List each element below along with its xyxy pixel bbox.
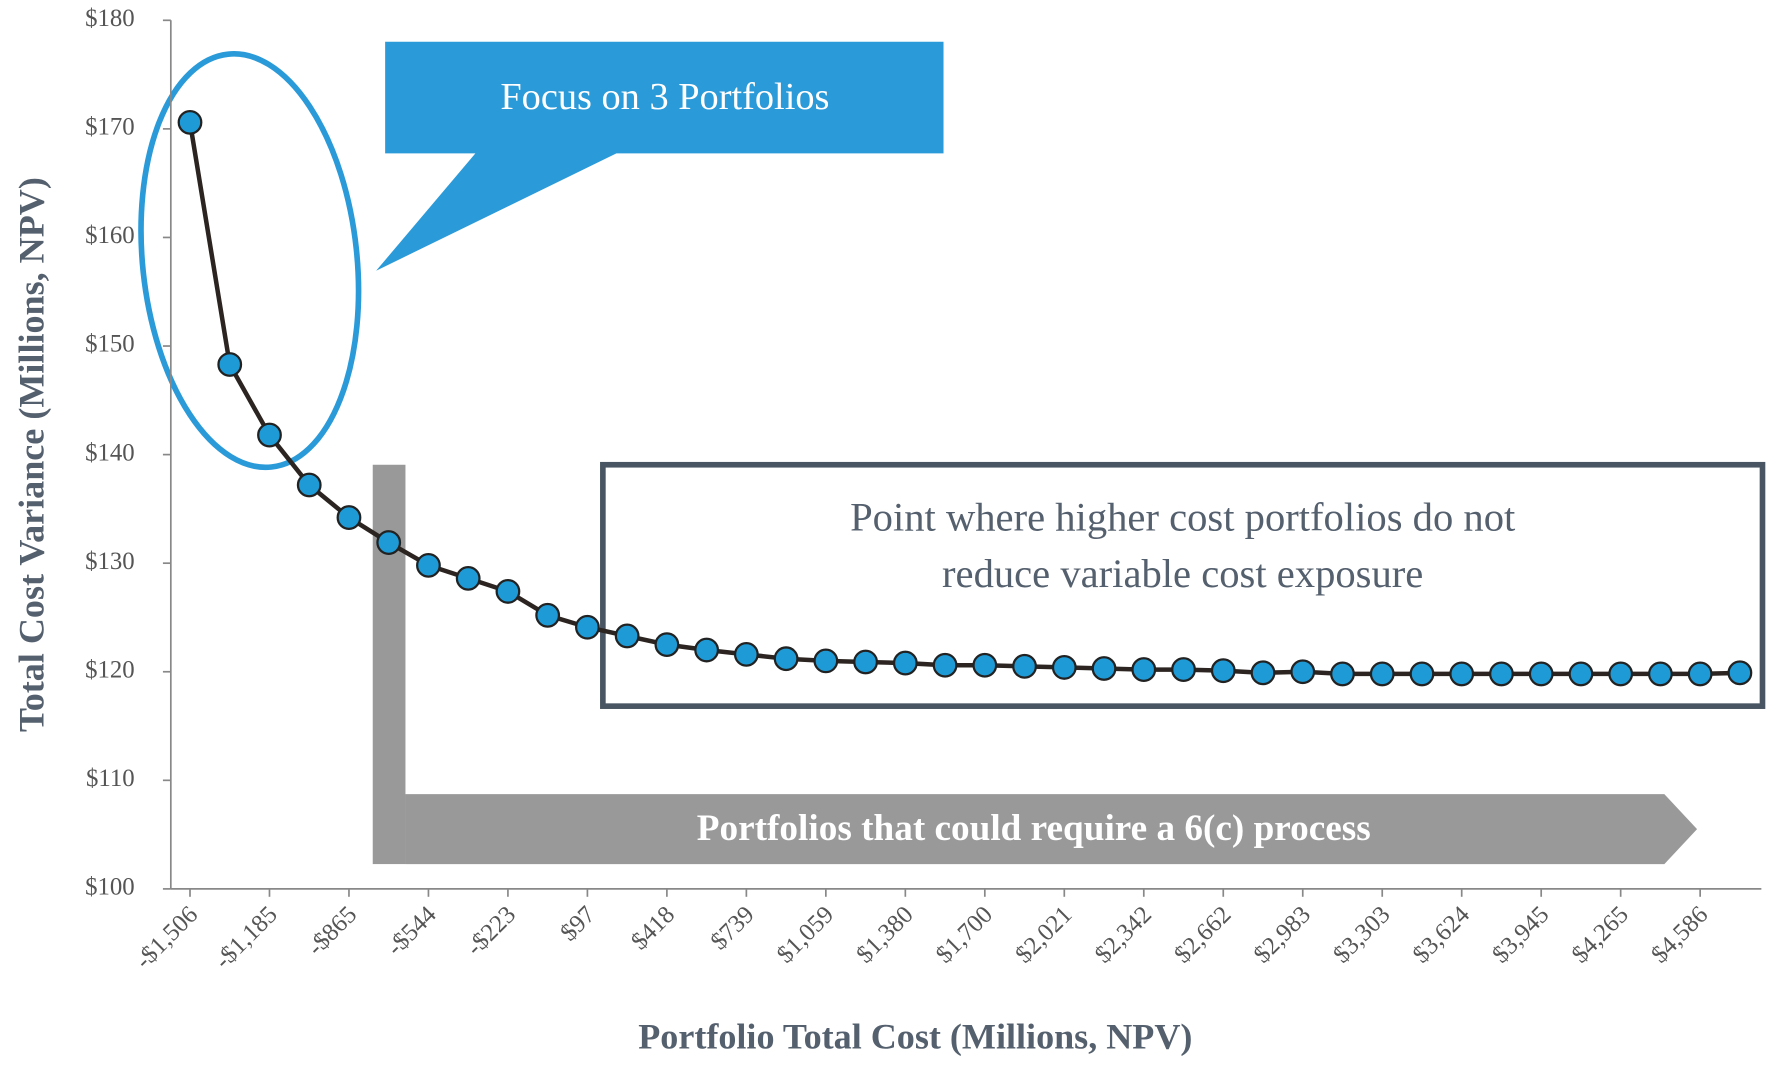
x-tick-label: -$223 [461,901,521,961]
data-point [1369,661,1395,687]
y-tick-label: $160 [85,222,135,249]
data-point [694,637,720,663]
process-label: Portfolios that could require a 6(c) pro… [697,808,1371,849]
series-line [187,121,1740,677]
x-tick-label: -$544 [382,901,442,961]
x-tick-label: $3,303 [1328,901,1395,968]
data-point [1687,661,1713,687]
x-tick-label: -$1,185 [210,901,283,974]
data-point [1131,657,1157,682]
data-point [336,505,362,530]
y-tick-label: $170 [85,114,135,141]
data-point [1409,661,1435,687]
x-tick-label: $2,021 [1010,901,1077,968]
data-point [1568,661,1594,687]
data-point [1727,660,1753,686]
data-point [177,109,203,135]
y-tick-label: $110 [86,765,135,792]
x-axis-title: Portfolio Total Cost (Millions, NPV) [638,1016,1192,1056]
y-tick-label: $100 [85,874,135,901]
x-tick-label: $739 [705,901,759,955]
x-tick-label: $418 [626,901,680,955]
data-point [892,650,918,676]
x-tick-label: $2,983 [1249,901,1316,968]
x-tick-label: $1,700 [931,901,998,968]
focus-ellipse [138,51,362,471]
data-point [376,530,402,555]
data-point [535,602,561,628]
data-point [296,472,322,498]
data-point [455,565,481,591]
data-point [773,646,799,672]
data-point [1489,661,1514,687]
plateau-label: reduce variable cost exposure [942,551,1423,596]
x-tick-label: $3,624 [1408,901,1476,969]
x-tick-label: $1,380 [851,901,918,968]
process-bracket [372,464,406,865]
plateau-box [600,461,1766,709]
data-point [574,614,600,640]
data-point [1449,661,1475,687]
x-tick-label: $1,059 [772,901,839,968]
data-point [1528,661,1554,687]
x-tick-label: $4,265 [1567,901,1634,968]
data-point [1091,656,1117,681]
y-tick-label: $180 [85,5,135,32]
data-point [733,641,759,667]
data-point [1250,660,1276,686]
data-point [1171,657,1196,682]
data-point [614,623,640,649]
data-point [1608,661,1634,687]
data-point [932,652,958,678]
data-point [853,649,879,675]
data-point [1012,653,1037,679]
x-tick-label: -$865 [302,901,362,961]
data-point [257,422,282,448]
process-arrow [405,794,1698,865]
y-tick-label: $120 [85,656,135,683]
data-point [1210,658,1236,684]
data-point [813,648,839,674]
focus-callout [376,41,944,271]
x-tick-label: $4,586 [1646,901,1713,968]
data-point [972,652,998,678]
y-axis-title: Total Cost Variance (Millions, NPV) [12,177,52,732]
data-point [654,632,680,658]
data-point [1648,661,1673,687]
plateau-label: Point where higher cost portfolios do no… [850,494,1516,539]
data-point [1051,654,1077,680]
data-point [1290,659,1316,685]
y-tick-label: $150 [85,331,135,358]
x-tick-label: $2,662 [1169,901,1236,968]
x-tick-label: $97 [555,901,600,946]
x-tick-label: $2,342 [1090,901,1157,968]
data-point [217,352,243,377]
y-tick-label: $140 [85,439,135,466]
data-point [416,552,441,578]
data-point [495,578,521,604]
data-point [1330,661,1355,687]
y-tick-label: $130 [85,548,135,575]
x-tick-label: $3,945 [1487,901,1554,968]
x-tick-label: -$1,506 [130,901,203,974]
focus-label: Focus on 3 Portfolios [500,76,829,118]
